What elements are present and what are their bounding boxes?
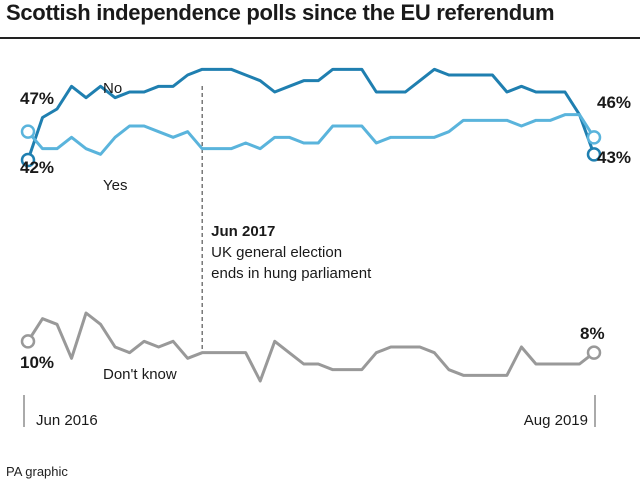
annotation-text-line-2: ends in hung parliament: [211, 265, 372, 282]
don-t-know-start-marker: [20, 334, 36, 349]
don-t-know-end-value-label: 8%: [580, 324, 605, 343]
series-line-yes: [26, 113, 596, 156]
don-t-know-end-marker: [586, 345, 602, 360]
series-yes: Yes 47% 46%: [20, 89, 631, 194]
don-t-know-start-value-label: 10%: [20, 353, 54, 372]
yes-end-marker: [586, 130, 602, 145]
yes-start-marker: [20, 124, 36, 139]
no-start-marker: [20, 152, 36, 168]
title-rule: [0, 37, 640, 39]
series-label-don-t-know: Don't know: [103, 366, 177, 383]
x-axis-end-label: Aug 2019: [524, 412, 588, 429]
series-don-t-know: Don't know 10% 8%: [20, 311, 605, 383]
series-label-yes: Yes: [103, 177, 127, 194]
no-start-value-label: 42%: [20, 158, 54, 177]
chart-title: Scottish independence polls since the EU…: [6, 0, 555, 25]
x-axis-start-label: Jun 2016: [36, 412, 98, 429]
series-line-no: [26, 67, 596, 161]
annotation-text-line-1: UK general election: [211, 244, 342, 261]
yes-start-value-label: 47%: [20, 89, 54, 108]
no-end-marker: [586, 147, 602, 162]
source-credit: PA graphic: [6, 464, 68, 479]
series-label-no: No: [103, 80, 122, 97]
series-no: No 42% 43%: [20, 67, 631, 177]
series-line-don-t-know: [26, 311, 595, 383]
yes-end-value-label: 46%: [597, 93, 631, 112]
annotation-title: Jun 2017: [211, 223, 275, 240]
no-end-value-label: 43%: [597, 148, 631, 167]
